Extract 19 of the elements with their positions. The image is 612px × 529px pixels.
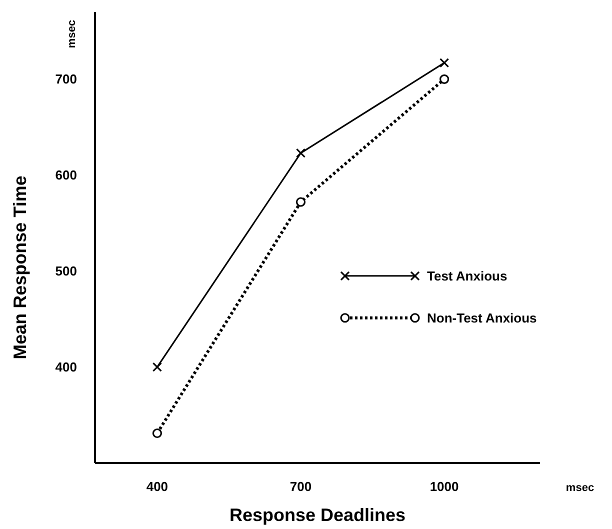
text: msec [566,482,594,494]
y-tick-label: 700 [55,72,77,87]
x-tick-label: 1000 [430,479,459,494]
y-tick-label: 400 [55,360,77,375]
y-axis-title: Mean Response Time [10,176,30,360]
point [440,58,450,68]
x-axis-title: Response Deadlines [229,505,406,525]
point [440,74,450,84]
point [152,362,162,372]
x-tick-label: 400 [146,479,168,494]
point [296,197,306,207]
x-tick-label: 700 [290,479,312,494]
legend-label: Non-Test Anxious [427,310,537,326]
text: msec [66,20,78,48]
point [296,148,306,158]
point [152,428,162,438]
y-tick-label: 500 [55,264,77,279]
y-tick-label: 600 [55,168,77,183]
legend-label: Test Anxious [427,268,508,284]
